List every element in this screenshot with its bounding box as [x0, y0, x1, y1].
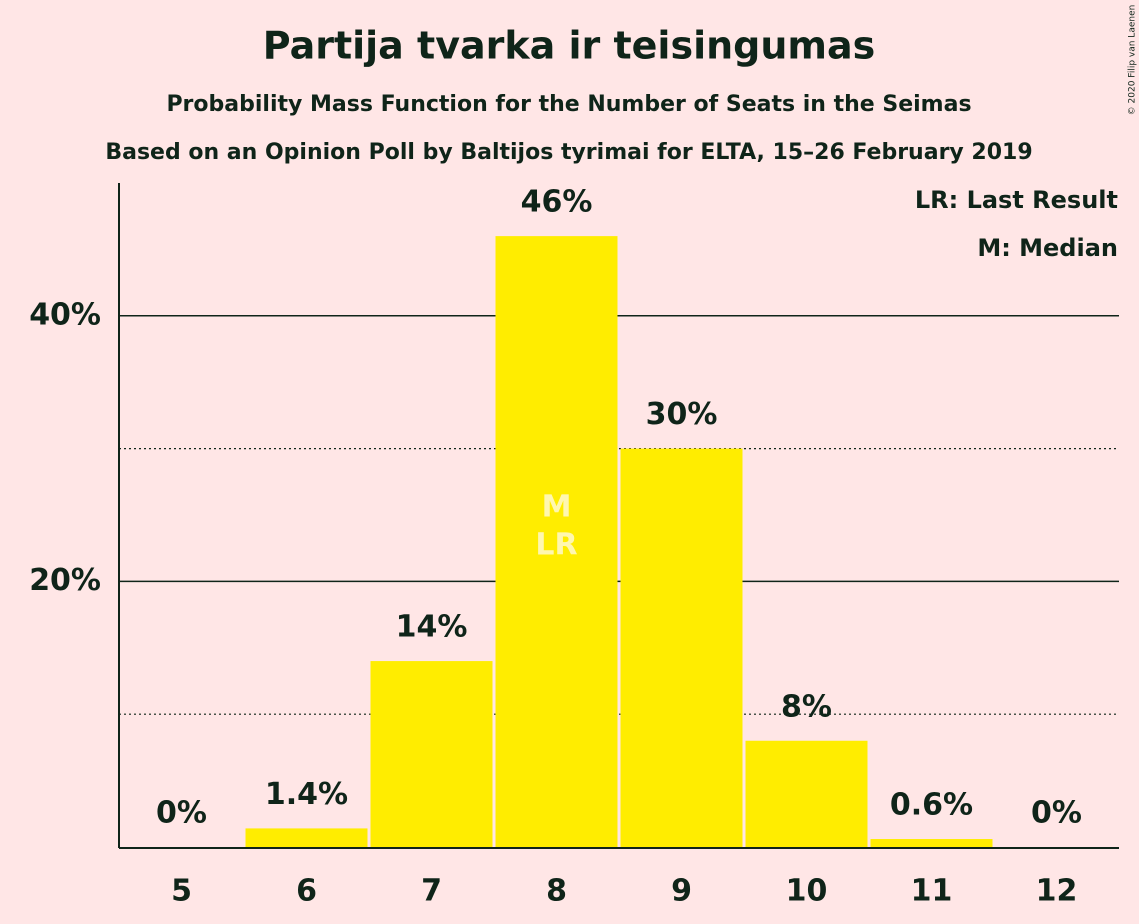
value-label: 1.4%: [265, 777, 348, 812]
x-tick-label: 10: [786, 874, 828, 909]
value-label: 8%: [781, 689, 832, 724]
x-tick-label: 11: [911, 874, 953, 909]
x-tick-label: 12: [1036, 874, 1078, 909]
x-tick-label: 5: [171, 874, 192, 909]
value-label: 0.6%: [890, 788, 973, 823]
x-tick-label: 7: [421, 874, 442, 909]
bar: [245, 828, 368, 847]
bar: [370, 661, 493, 847]
bar: [495, 236, 618, 847]
bar: [870, 839, 993, 847]
credit: © 2020 Filip van Laenen: [1128, 5, 1138, 116]
value-label: 14%: [396, 610, 468, 645]
y-tick-label: 40%: [29, 297, 101, 332]
y-tick-label: 20%: [29, 563, 101, 598]
x-tick-label: 8: [546, 874, 567, 909]
legend-note: LR: Last Result: [915, 186, 1118, 214]
chart-subtitle: Based on an Opinion Poll by Baltijos tyr…: [105, 140, 1032, 165]
x-tick-label: 9: [671, 874, 692, 909]
x-tick-label: 6: [296, 874, 317, 909]
value-label: 46%: [521, 185, 593, 220]
bar-annotation: LR: [535, 528, 577, 563]
value-label: 0%: [156, 796, 207, 831]
chart-subtitle: Probability Mass Function for the Number…: [166, 92, 971, 117]
chart-title: Partija tvarka ir teisingumas: [263, 24, 876, 68]
value-label: 0%: [1031, 796, 1082, 831]
legend-note: M: Median: [977, 234, 1118, 262]
value-label: 30%: [646, 397, 718, 432]
bar: [745, 740, 868, 847]
bar-annotation: M: [542, 490, 572, 525]
bar: [620, 448, 743, 847]
